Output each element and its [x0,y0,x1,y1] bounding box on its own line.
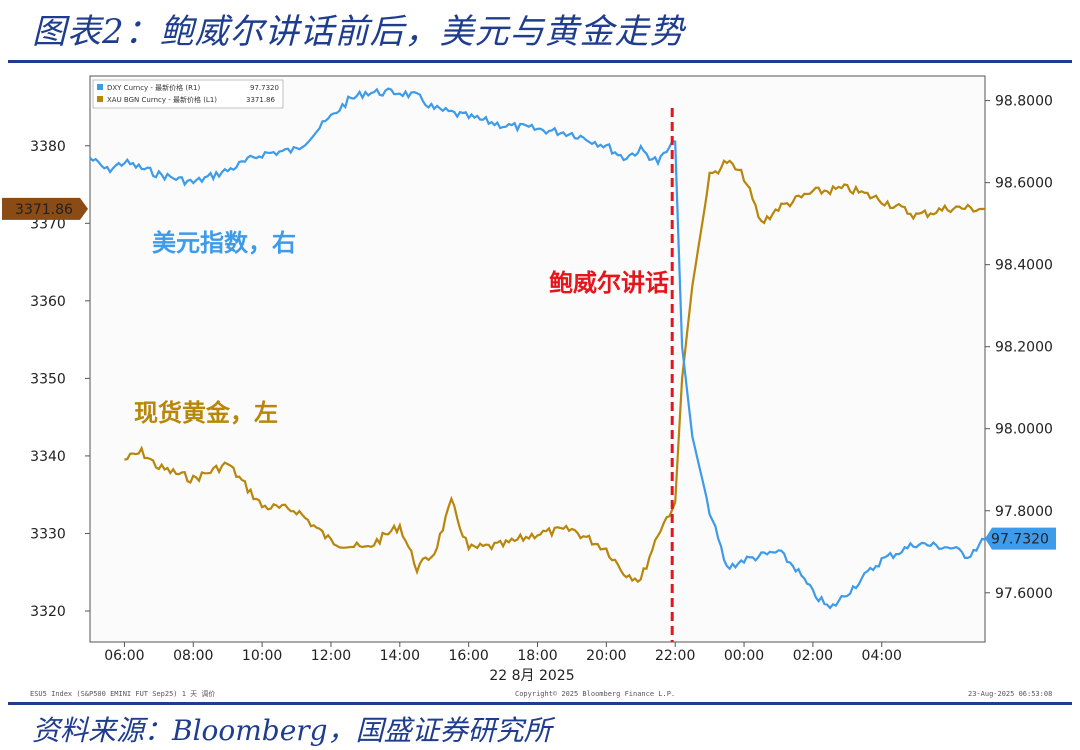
legend-label-xau: XAU BGN Curncy - 最新价格 (L1) [107,95,217,104]
left-current-badge: 3371.86 [2,197,88,220]
legend-value-dxy: 97.7320 [250,84,279,92]
source-rule [8,702,1072,705]
annotation-gold: 现货黄金，左 [134,399,278,427]
source-note: 资料来源：Bloomberg，国盛证券研究所 [32,714,552,747]
legend-label-dxy: DXY Curncy - 最新价格 (R1) [107,83,200,92]
x-tick-label: 18:00 [517,648,557,664]
legend-swatch-dxy [97,84,103,90]
right-tick-label: 98.2000 [995,340,1053,356]
right-current-value: 97.7320 [991,532,1049,548]
left-tick-label: 3360 [30,294,66,310]
x-tick-label: 00:00 [724,648,764,664]
x-tick-label: 04:00 [862,648,902,664]
right-tick-label: 98.8000 [995,94,1053,110]
x-tick-label: 14:00 [380,648,420,664]
footer-left: ESU5 Index (S&P500 EMINI FUT Sep25) 1 天 … [30,689,215,698]
x-tick-label: 20:00 [586,648,626,664]
x-tick-label: 06:00 [104,648,144,664]
legend-swatch-xau [97,96,103,102]
footer-timestamp: 23-Aug-2025 06:53:08 [968,690,1052,698]
left-tick-label: 3320 [30,604,66,620]
footer-copyright: Copyright© 2025 Bloomberg Finance L.P. [515,690,675,698]
left-axis: 3320 3330 3340 3350 3360 3370 3380 [30,139,90,620]
left-tick-label: 3380 [30,139,66,155]
right-tick-label: 98.6000 [995,176,1053,192]
legend-value-xau: 3371.86 [246,96,275,104]
x-tick-label: 12:00 [311,648,351,664]
x-tick-label: 10:00 [242,648,282,664]
title-rule [8,60,1072,63]
right-axis: 98.8000 98.6000 98.4000 98.2000 98.0000 97.80… [985,94,1053,602]
x-date-label: 22 8月 2025 [489,668,574,684]
right-tick-label: 97.6000 [995,586,1053,602]
legend: DXY Curncy - 最新价格 (R1) 97.7320 XAU BGN C… [92,79,284,109]
x-tick-label: 02:00 [793,648,833,664]
left-tick-label: 3350 [30,371,66,387]
x-axis: 06:00 08:00 10:00 12:00 14:00 16:00 18:00 20:00… [104,642,902,664]
x-tick-label: 22:00 [655,648,695,664]
x-tick-label: 08:00 [173,648,213,664]
x-tick-label: 16:00 [448,648,488,664]
left-tick-label: 3370 [30,216,66,232]
right-tick-label: 97.8000 [995,504,1053,520]
series-line-dxy [89,87,986,610]
page-title: 图表2：鲍威尔讲话前后，美元与黄金走势 [32,12,685,52]
chart-svg: DXY Curncy - 最新价格 (R1) 97.7320 XAU BGN C… [2,75,1056,698]
annotation-dxy: 美元指数，右 [152,229,296,257]
event-label-powell: 鲍威尔讲话 [549,269,669,297]
right-tick-label: 98.4000 [995,258,1053,274]
series-line-gold [124,159,986,584]
right-current-badge: 97.7320 [985,527,1056,550]
left-tick-label: 3340 [30,449,66,465]
plot-area [89,75,986,643]
left-tick-label: 3330 [30,526,66,542]
left-current-value: 3371.86 [15,202,73,218]
right-tick-label: 98.0000 [995,422,1053,438]
